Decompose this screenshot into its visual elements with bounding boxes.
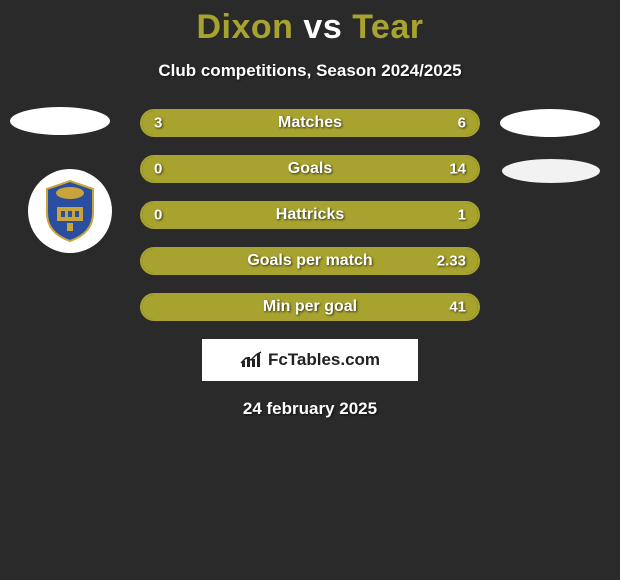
player1-name: Dixon xyxy=(197,8,294,46)
title: Dixon vs Tear xyxy=(0,0,620,47)
club-crest xyxy=(28,169,112,253)
stat-label: Min per goal xyxy=(263,298,357,316)
stat-row: 0 1 Hattricks xyxy=(140,201,480,229)
right-badge-placeholder-2 xyxy=(502,159,600,183)
stat-row: 41 Min per goal xyxy=(140,293,480,321)
stat-label: Goals xyxy=(288,160,332,178)
stat-label: Matches xyxy=(278,114,342,132)
stat-row: 2.33 Goals per match xyxy=(140,247,480,275)
subtitle: Club competitions, Season 2024/2025 xyxy=(0,61,620,81)
stat-value-right: 1 xyxy=(458,207,466,224)
brand-box[interactable]: FcTables.com xyxy=(202,339,418,381)
stat-row: 0 14 Goals xyxy=(140,155,480,183)
stat-value-right: 14 xyxy=(449,161,466,178)
vs-text: vs xyxy=(303,8,342,46)
stat-value-left: 0 xyxy=(154,207,162,224)
stat-value-left: 0 xyxy=(154,161,162,178)
stats-area: 3 6 Matches 0 14 Goals 0 1 Hattricks 2.33 Goals pe… xyxy=(0,109,620,321)
comparison-card: Dixon vs Tear Club competitions, Season … xyxy=(0,0,620,419)
date-text: 24 february 2025 xyxy=(0,399,620,419)
left-badge-placeholder xyxy=(10,107,110,135)
stat-value-right: 2.33 xyxy=(437,253,466,270)
shield-icon xyxy=(43,179,97,243)
stat-bars: 3 6 Matches 0 14 Goals 0 1 Hattricks 2.33 Goals pe… xyxy=(140,109,480,321)
stat-row: 3 6 Matches xyxy=(140,109,480,137)
stat-value-left: 3 xyxy=(154,115,162,132)
player2-name: Tear xyxy=(352,8,423,46)
stat-value-right: 41 xyxy=(449,299,466,316)
chart-icon xyxy=(240,351,262,369)
stat-label: Hattricks xyxy=(276,206,344,224)
stat-value-right: 6 xyxy=(458,115,466,132)
right-badge-placeholder-1 xyxy=(500,109,600,137)
brand-text: FcTables.com xyxy=(268,350,380,370)
stat-label: Goals per match xyxy=(247,252,372,270)
